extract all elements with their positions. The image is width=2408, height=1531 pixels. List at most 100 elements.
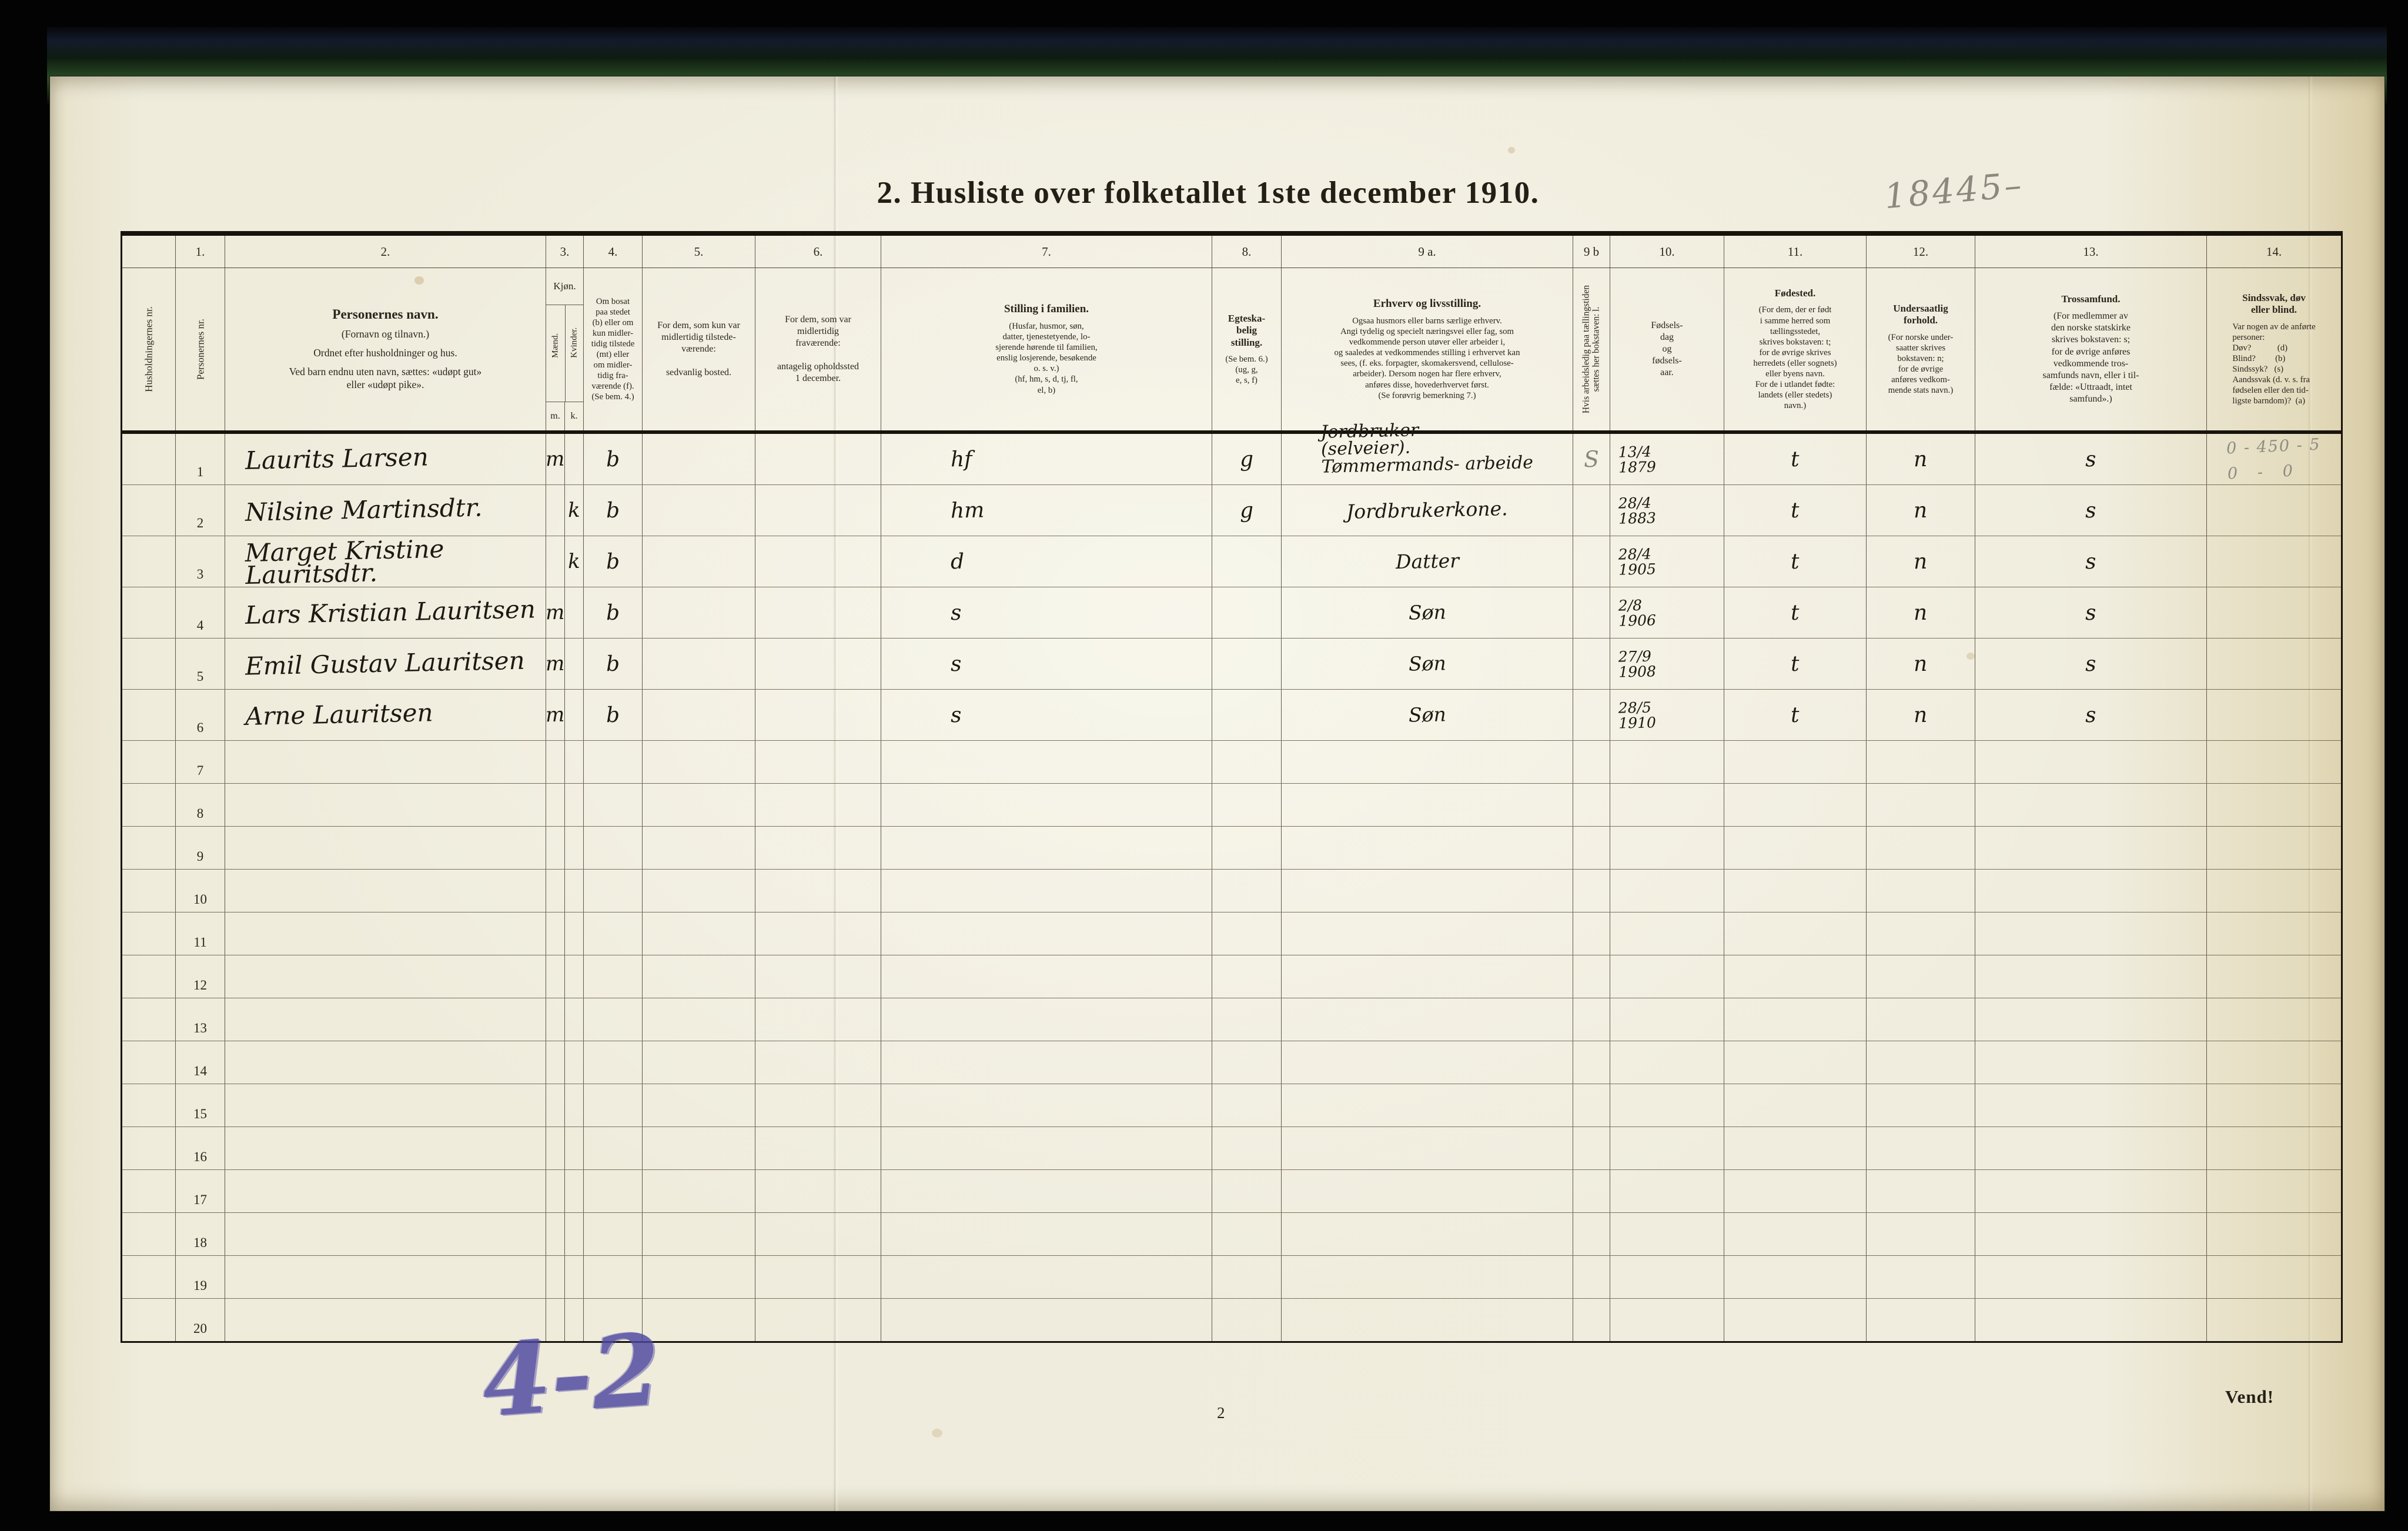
cell-birthdate: [1610, 1127, 1724, 1169]
cell-temporarily-absent: [755, 485, 881, 536]
cell-birthplace-value: t: [1790, 600, 1800, 625]
cell-person-number: 13: [176, 998, 225, 1041]
colnum-4: 4.: [584, 236, 643, 268]
cell-occupation: Jordbrukerkone.: [1282, 485, 1573, 536]
cell-person-number: 17: [176, 1170, 225, 1212]
cell-occupation: Søn: [1282, 690, 1573, 740]
cell-disability: [2207, 1213, 2341, 1255]
cell-family-position: s: [881, 639, 1212, 689]
cell-birthplace-value: t: [1790, 447, 1800, 472]
table-row: 15: [122, 1084, 2341, 1127]
colnum-1: 1.: [176, 236, 225, 268]
cell-resident-status: [584, 784, 643, 826]
cell-person-name-value: Marget Kristine Lauritsdtr.: [245, 534, 444, 590]
cell-person-name: [225, 870, 546, 912]
cell-household-number: [122, 912, 176, 955]
cell-person-name: Marget Kristine Lauritsdtr.: [225, 534, 546, 590]
cell-religion: [1975, 1084, 2207, 1126]
cell-birthplace: [1724, 1213, 1867, 1255]
header-temporarily-present-text: For dem, som kun var midlertidig tilsted…: [657, 320, 740, 378]
cell-sex-female: [565, 1084, 584, 1126]
cell-citizenship: [1867, 1041, 1975, 1084]
cell-occupation: [1282, 784, 1573, 826]
cell-birthdate: 28/5 1910: [1610, 690, 1724, 740]
cell-religion-value: s: [2085, 703, 2097, 727]
cell-resident-status-value: b: [606, 447, 620, 472]
cell-occupation-value: Søn: [1408, 703, 1446, 727]
table-row: 2 Nilsine Martinsdtr. k b hm g Jordbrukerkone.…: [122, 485, 2341, 536]
cell-family-position-value: s: [950, 651, 962, 676]
cell-birthplace: [1724, 1299, 1867, 1341]
cell-unemployed: [1573, 1127, 1610, 1169]
cell-birthplace: t: [1724, 536, 1867, 587]
header-resident-status: Om bosat paa stedet (b) eller om kun mid…: [584, 268, 643, 430]
cell-temporarily-absent: [755, 1084, 881, 1126]
cell-citizenship: n: [1867, 587, 1975, 638]
cell-sex-male: [546, 1213, 565, 1255]
colnum-5: 5.: [643, 236, 755, 268]
cell-unemployed: [1573, 998, 1610, 1041]
cell-citizenship: [1867, 870, 1975, 912]
table-row: 5 Emil Gustav Lauritsen m b s Søn 27/9 1908 t n s: [122, 639, 2341, 690]
cell-occupation: Søn: [1282, 639, 1573, 689]
cell-religion: [1975, 870, 2207, 912]
cell-birthplace: [1724, 741, 1867, 783]
cell-temporarily-absent: [755, 741, 881, 783]
cell-unemployed-value: S: [1583, 446, 1600, 473]
cell-person-number: 3: [176, 536, 225, 587]
header-marital-status-text: (Se bem. 6.) (ug, g, e, s, f): [1225, 355, 1268, 386]
cell-marital-status: [1212, 1299, 1282, 1341]
cell-household-number: [122, 1084, 176, 1126]
cell-sex-male: [546, 784, 565, 826]
cell-unemployed: [1573, 827, 1610, 869]
cell-occupation: [1282, 1213, 1573, 1255]
cell-person-name-value: Laurits Larsen: [245, 442, 429, 475]
cell-resident-status: [584, 1127, 643, 1169]
cell-person-name: [225, 955, 546, 998]
cell-sex-male: m: [546, 434, 565, 484]
cell-sex-female: [565, 955, 584, 998]
cell-marital-status: [1212, 741, 1282, 783]
cell-resident-status: b: [584, 434, 643, 484]
cell-family-position-value: s: [950, 703, 962, 727]
cell-sex-male-value: m: [545, 703, 566, 727]
cell-citizenship: [1867, 827, 1975, 869]
cell-birthplace: [1724, 827, 1867, 869]
table-row: 20: [122, 1299, 2341, 1341]
cell-sex-male-value: m: [545, 651, 566, 676]
cell-temporarily-absent: [755, 690, 881, 740]
cell-birthdate: [1610, 955, 1724, 998]
cell-birthplace: t: [1724, 434, 1867, 484]
cell-family-position-value: s: [950, 600, 962, 625]
cell-temporarily-absent: [755, 1170, 881, 1212]
header-unemployed: Hvis arbeidsledig paa tællingstiden sætt…: [1573, 268, 1610, 430]
archival-pencil-number: 18445–: [1882, 164, 2026, 217]
cell-family-position: [881, 998, 1212, 1041]
cell-temporarily-present: [643, 784, 755, 826]
cell-birthdate: [1610, 1170, 1724, 1212]
cell-religion: [1975, 1170, 2207, 1212]
cell-birthplace: [1724, 1084, 1867, 1126]
cell-temporarily-absent: [755, 912, 881, 955]
cell-birthplace: [1724, 1127, 1867, 1169]
colnum-14: 14.: [2266, 244, 2282, 259]
cell-temporarily-absent: [755, 1256, 881, 1298]
table-row: 19: [122, 1256, 2341, 1299]
cell-person-name: [225, 1170, 546, 1212]
cell-temporarily-present: [643, 485, 755, 536]
cell-disability: [2207, 587, 2341, 638]
cell-unemployed: [1573, 1299, 1610, 1341]
cell-temporarily-absent: [755, 998, 881, 1041]
cell-person-name: [225, 827, 546, 869]
cell-birthdate: [1610, 870, 1724, 912]
cell-sex-female: [565, 827, 584, 869]
cell-person-name: Arne Lauritsen: [225, 690, 546, 740]
cell-sex-male: [546, 1084, 565, 1126]
cell-disability: [2207, 827, 2341, 869]
cell-unemployed: [1573, 1256, 1610, 1298]
header-unemployed-label: Hvis arbeidsledig paa tællingstiden sætt…: [1581, 285, 1601, 414]
cell-person-number: 4: [176, 587, 225, 638]
cell-marital-status: [1212, 1213, 1282, 1255]
header-birthdate-text: Fødsels- dag og fødsels- aar.: [1651, 320, 1683, 378]
cell-marital-status: [1212, 870, 1282, 912]
